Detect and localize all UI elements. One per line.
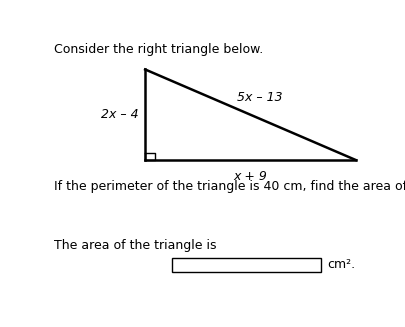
Text: The area of the triangle is: The area of the triangle is bbox=[54, 239, 216, 252]
Text: x + 9: x + 9 bbox=[233, 170, 267, 183]
Bar bbox=[171, 258, 321, 272]
Text: If the perimeter of the triangle is 40 cm, find the area of the triangle.: If the perimeter of the triangle is 40 c… bbox=[54, 180, 405, 193]
Text: 5x – 13: 5x – 13 bbox=[237, 91, 282, 104]
Text: cm².: cm². bbox=[327, 258, 355, 271]
Text: Consider the right triangle below.: Consider the right triangle below. bbox=[54, 43, 262, 56]
Text: 2x – 4: 2x – 4 bbox=[101, 108, 139, 121]
